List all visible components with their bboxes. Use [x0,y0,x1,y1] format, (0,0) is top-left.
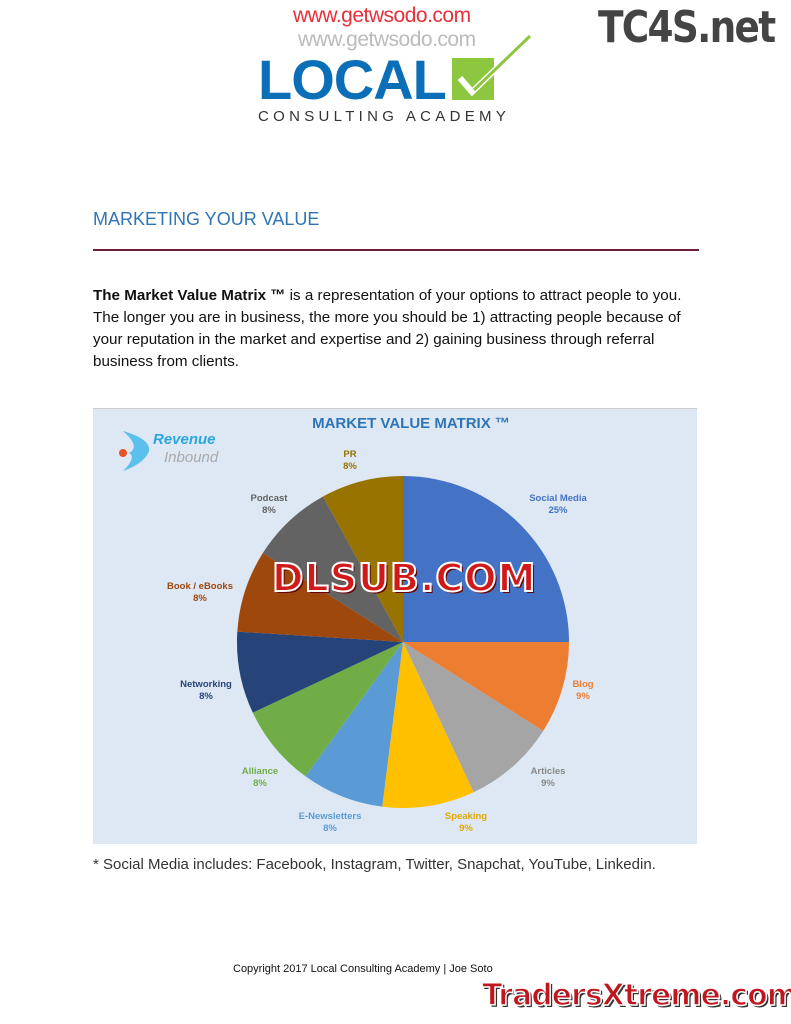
pie-slice-pr [323,476,403,642]
slice-label: E-Newsletters [298,811,362,822]
pie-svg [237,476,569,808]
slice-percent: 9% [459,823,473,834]
footnote: * Social Media includes: Facebook, Insta… [93,856,656,873]
copyright: Copyright 2017 Local Consulting Academy … [233,963,493,975]
slice-percent: 8% [199,691,213,702]
slice-label: Speaking [444,811,488,822]
slice-percent: 9% [541,778,555,789]
slice-percent: 9% [576,691,590,702]
slice-percent: 8% [262,505,276,516]
slice-label: Blog [572,679,594,690]
data-label: PR 8% [305,449,395,473]
slice-label: Podcast [250,493,288,504]
intro-paragraph: The Market Value Matrix ™ is a represent… [93,285,703,373]
watermark-shadow: www.getwsodo.com [298,28,476,51]
data-label: E-Newsletters 8% [285,811,375,835]
data-label: Alliance 8% [215,766,305,790]
watermark-dlsub: DLSUB.COM [271,555,537,601]
slice-percent: 8% [193,593,207,604]
watermark-tradersxtreme: TradersXtreme.com [481,977,791,1014]
data-label: Blog 9% [538,679,628,703]
pie-slice-speaking [382,642,474,808]
pie-slice-book-ebooks [237,553,403,642]
slice-label: Book / eBooks [167,581,233,592]
watermark-getwsodo: www.getwsodo.com [293,4,471,27]
revenue-inbound-logo-icon [119,431,150,471]
pie-slice-social-media [403,476,569,642]
slice-label: Alliance [241,766,279,777]
pie-slice-blog [403,642,569,731]
paragraph-text: is a representation of your options to a… [93,287,682,370]
slice-percent: 25% [548,505,568,516]
slice-percent: 8% [343,461,357,472]
logo-subtitle: CONSULTING ACADEMY [258,108,511,125]
pie-slice-articles [403,642,544,793]
data-label: Podcast 8% [224,493,314,517]
chart-title: MARKET VALUE MATRIX ™ [312,415,510,432]
slice-percent: 8% [323,823,337,834]
data-label: Book / eBooks 8% [155,581,245,605]
data-label: Social Media 25% [513,493,603,517]
heading-divider [93,249,699,251]
logo-check-icon [452,33,533,100]
slice-label: Networking [180,679,232,690]
data-label: Speaking 9% [421,811,511,835]
market-value-pie-chart: MARKET VALUE MATRIX ™ Revenue Inbound So… [93,408,697,844]
pie-slice-podcast [262,496,403,642]
pie-slice-alliance [252,642,403,777]
logo-local: LOCAL [258,48,447,111]
section-heading: MARKETING YOUR VALUE [93,209,320,229]
slice-label: Social Media [529,493,587,504]
pie-slice-e-newsletters [305,642,403,807]
revenue-inbound-logo-text2: Inbound [164,449,219,466]
data-label: Networking 8% [161,679,251,703]
data-label: Articles 9% [503,766,593,790]
pie-slice-networking [237,631,403,713]
slice-label: PR [343,449,357,460]
revenue-inbound-logo-text: Revenue [153,431,216,448]
slice-label: Articles [530,766,566,777]
watermark-tc4s: TC4S.net [598,2,776,53]
matrix-name: The Market Value Matrix ™ [93,287,286,304]
slice-percent: 8% [253,778,267,789]
